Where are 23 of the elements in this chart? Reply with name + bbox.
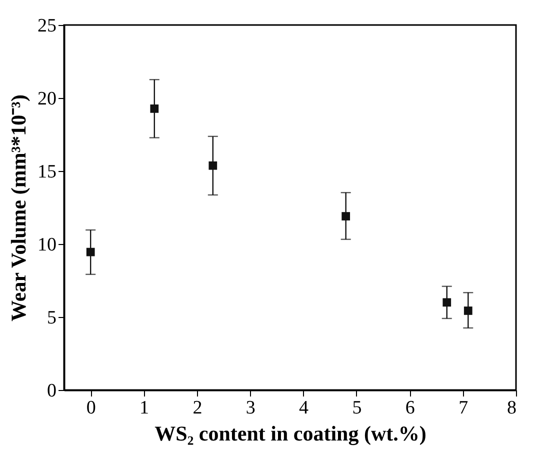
point	[208, 161, 218, 170]
y-tick-label: 20	[38, 88, 56, 110]
y-axis-title: Wear Volume (mm³*10⁻³)	[6, 94, 30, 322]
x-tick-label: 1	[140, 398, 150, 418]
y-tick-label: 0	[47, 380, 56, 402]
x-axis-title: WS₂ content in coating (wt.%)	[154, 422, 426, 446]
y-tick-label: 5	[47, 308, 56, 328]
x-tick-label: 4	[299, 398, 310, 418]
y-tick-label: 10	[38, 234, 56, 256]
x-tick-label: 6	[405, 398, 415, 418]
x-tick-label: 0	[86, 398, 96, 418]
y-tick-label: 25	[38, 16, 56, 36]
x-tick-label: 5	[352, 398, 362, 418]
x-tick-label: 8	[507, 398, 516, 418]
point	[442, 298, 452, 307]
point	[150, 104, 159, 113]
point	[464, 306, 472, 315]
y-tick-label: 15	[38, 162, 56, 182]
x-tick-label: 2	[192, 398, 202, 418]
point	[342, 212, 350, 220]
x-tick-label: 3	[246, 398, 256, 418]
x-tick-label: 7	[458, 398, 468, 418]
point	[86, 248, 95, 256]
